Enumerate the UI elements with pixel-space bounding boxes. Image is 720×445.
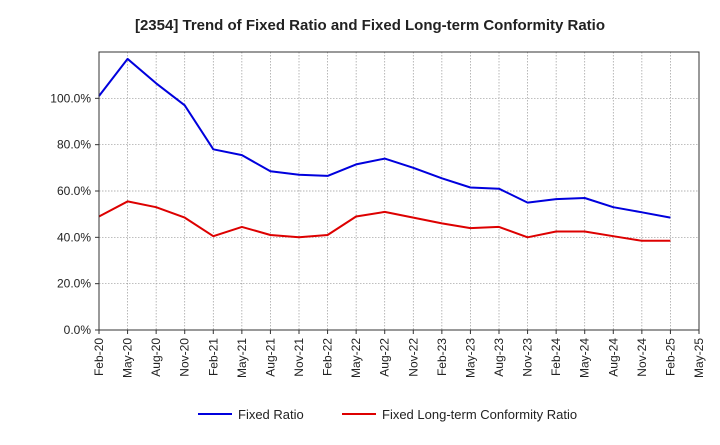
x-tick-label: May-25	[692, 338, 706, 378]
x-axis-ticks: Feb-20 May-20 Aug-20 Nov-20 Feb-21 May-21 Aug-…	[92, 330, 706, 378]
x-tick-label: Nov-22	[406, 338, 420, 377]
x-tick-label: May-22	[349, 338, 363, 378]
x-tick-label: Aug-24	[606, 338, 620, 377]
x-tick-label: May-23	[463, 338, 477, 378]
x-tick-label: Aug-22	[378, 338, 392, 377]
x-tick-label: Feb-22	[321, 338, 335, 376]
legend-label: Fixed Long-term Conformity Ratio	[382, 407, 577, 422]
series-line	[98, 200, 671, 242]
x-tick-label: Aug-20	[149, 338, 163, 377]
y-tick-label: 40.0%	[57, 230, 91, 244]
y-tick-label: 20.0%	[57, 277, 91, 291]
y-tick-label: 80.0%	[57, 138, 91, 152]
x-tick-label: Nov-20	[178, 338, 192, 377]
x-tick-label: Feb-24	[549, 338, 563, 376]
x-tick-label: May-20	[121, 338, 135, 378]
series-lines	[98, 57, 671, 242]
y-tick-label: 0.0%	[64, 323, 92, 337]
y-tick-label: 60.0%	[57, 184, 91, 198]
x-tick-label: Nov-23	[521, 338, 535, 377]
legend-label: Fixed Ratio	[238, 407, 304, 422]
x-tick-label: May-24	[578, 338, 592, 378]
x-tick-label: Feb-20	[92, 338, 106, 376]
x-tick-label: Feb-25	[663, 338, 677, 376]
grid	[99, 52, 699, 330]
series-line	[98, 57, 671, 219]
y-tick-label: 100.0%	[50, 91, 91, 105]
x-tick-label: Feb-21	[206, 338, 220, 376]
chart-title: [2354] Trend of Fixed Ratio and Fixed Lo…	[135, 17, 605, 34]
x-tick-label: Aug-23	[492, 338, 506, 377]
legend: Fixed Ratio Fixed Long-term Conformity Ra…	[198, 407, 577, 422]
x-tick-label: Nov-24	[635, 338, 649, 377]
x-tick-label: May-21	[235, 338, 249, 378]
x-tick-label: Feb-23	[435, 338, 449, 376]
x-tick-label: Aug-21	[263, 338, 277, 377]
x-tick-label: Nov-21	[292, 338, 306, 377]
y-axis-ticks: 0.0% 20.0% 40.0% 60.0% 80.0% 100.0%	[50, 91, 99, 337]
